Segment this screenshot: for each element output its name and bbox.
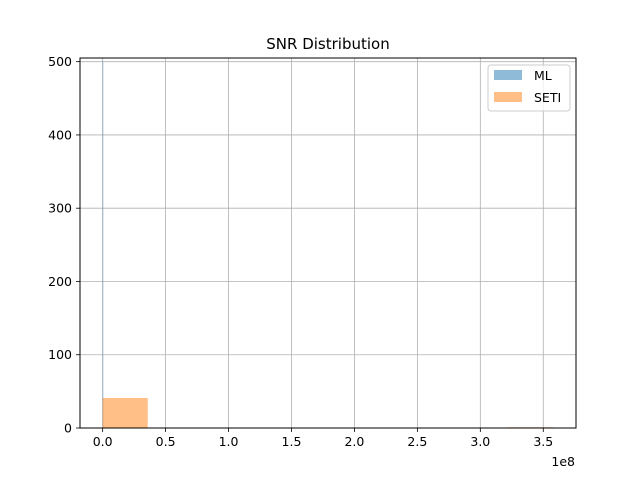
- x-tick-label: 3.5: [533, 434, 553, 449]
- bar-ml: [102, 61, 104, 429]
- x-axis-ticks: 0.0 0.5 1.0 1.5 2.0 2.5 3.0 3.5: [93, 428, 553, 449]
- chart-title: SNR Distribution: [266, 35, 389, 53]
- legend-swatch-seti: [494, 92, 522, 102]
- x-tick-label: 3.0: [470, 434, 490, 449]
- y-tick-label: 200: [48, 274, 72, 289]
- histogram-bars: [102, 61, 554, 429]
- x-tick-label: 1.0: [219, 434, 239, 449]
- x-tick-label: 0.0: [93, 434, 113, 449]
- y-tick-label: 500: [48, 54, 72, 69]
- legend-label-seti: SETI: [534, 90, 561, 105]
- legend: ML SETI: [487, 64, 571, 112]
- legend-label-ml: ML: [534, 68, 552, 83]
- x-axis-offset-label: 1e8: [551, 454, 575, 469]
- x-tick-label: 1.5: [282, 434, 302, 449]
- y-tick-label: 100: [48, 347, 72, 362]
- plot-frame: [79, 57, 577, 429]
- bar-seti: [102, 397, 148, 428]
- y-tick-label: 300: [48, 201, 72, 216]
- x-tick-label: 0.5: [156, 434, 176, 449]
- y-tick-label: 0: [64, 421, 72, 436]
- y-tick-label: 400: [48, 127, 72, 142]
- legend-swatch-ml: [494, 70, 522, 80]
- x-tick-label: 2.0: [344, 434, 364, 449]
- x-tick-label: 2.5: [407, 434, 427, 449]
- y-axis-ticks: 0 100 200 300 400 500: [48, 54, 80, 436]
